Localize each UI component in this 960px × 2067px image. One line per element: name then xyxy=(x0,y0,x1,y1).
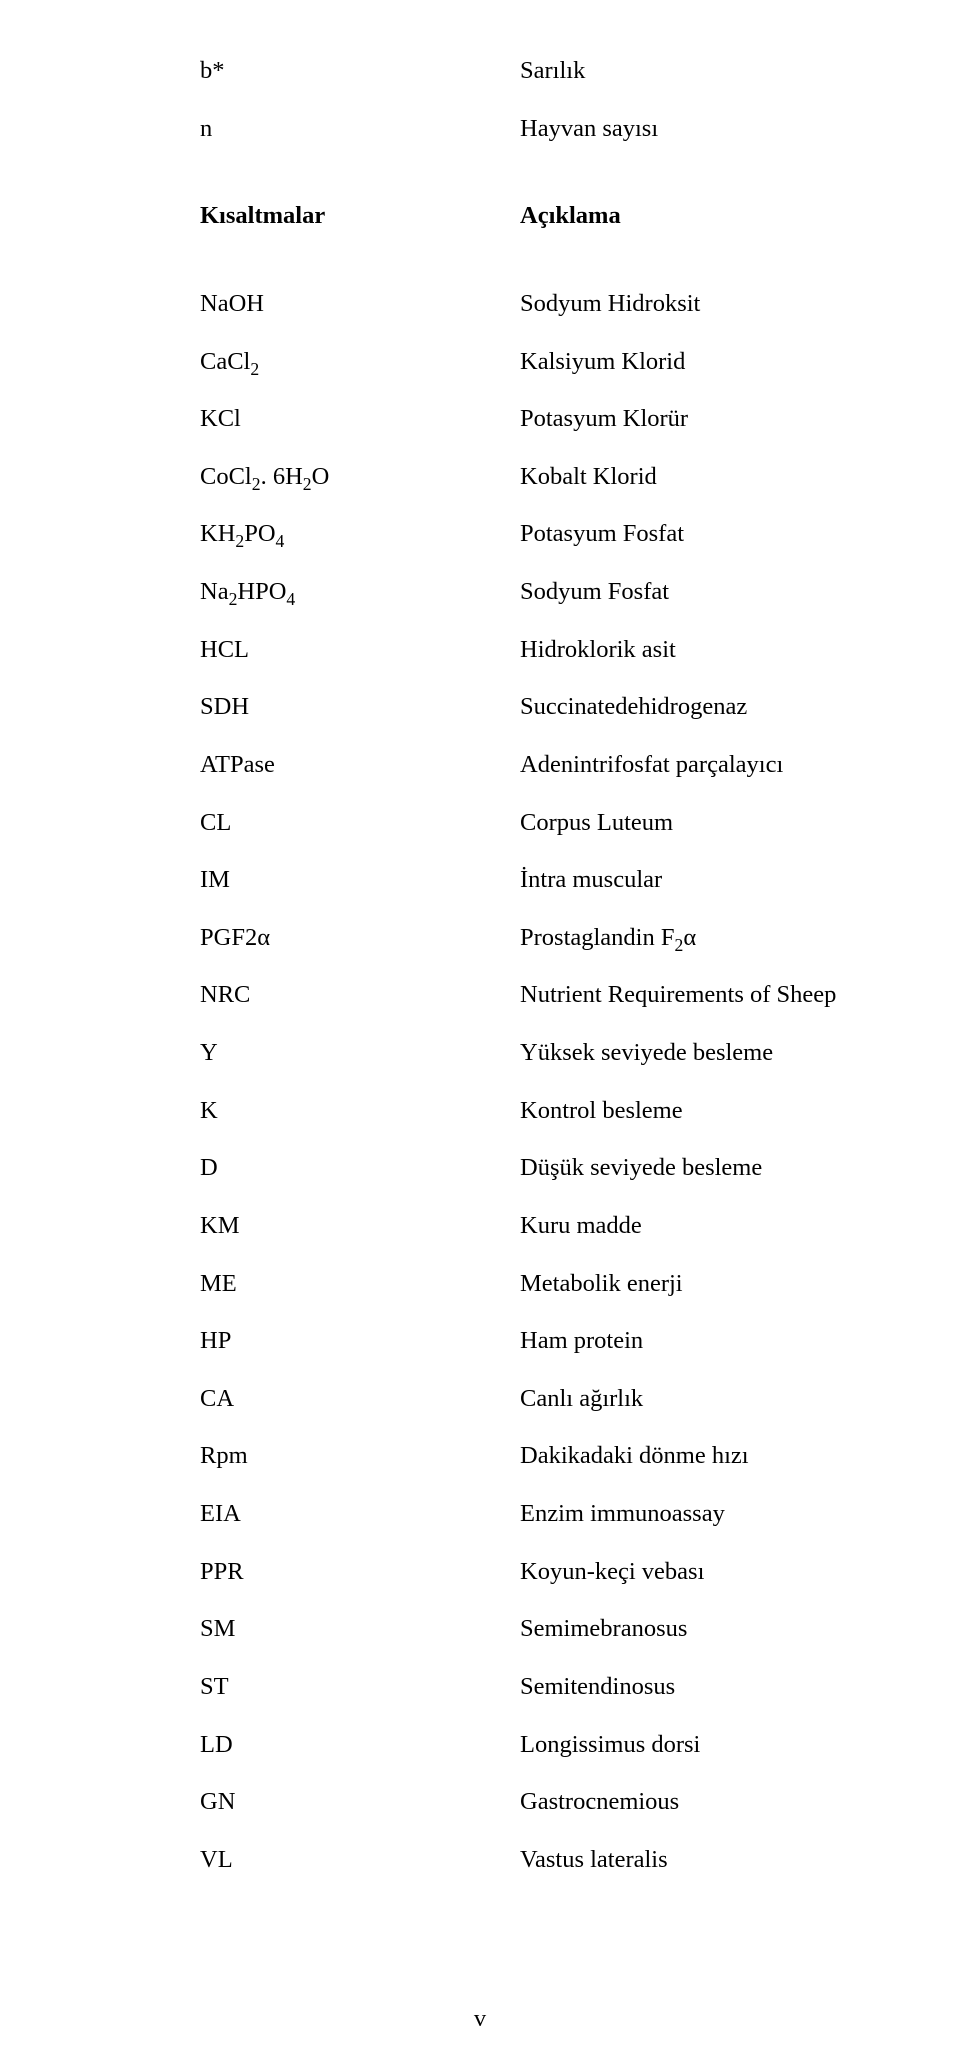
abbr-definition: Düşük seviyede besleme xyxy=(520,1153,832,1184)
abbr-row: NaOHSodyum Hidroksit xyxy=(200,289,832,320)
abbr-definition: Vastus lateralis xyxy=(520,1845,832,1876)
abbr-term: K xyxy=(200,1096,520,1127)
abbr-row: YYüksek seviyede besleme xyxy=(200,1038,832,1069)
abbr-term: PGF2α xyxy=(200,923,520,954)
abbr-definition: Metabolik enerji xyxy=(520,1269,832,1300)
abbr-definition: Longissimus dorsi xyxy=(520,1730,832,1761)
abbr-term: SM xyxy=(200,1614,520,1645)
abbr-row: CACanlı ağırlık xyxy=(200,1384,832,1415)
section-gap xyxy=(200,171,832,201)
abbr-row: SMSemimebranosus xyxy=(200,1614,832,1645)
abbr-row: CaCl2Kalsiyum Klorid xyxy=(200,347,832,378)
abbr-row: RpmDakikadaki dönme hızı xyxy=(200,1441,832,1472)
abbr-term: ATPase xyxy=(200,750,520,781)
abbr-definition: Corpus Luteum xyxy=(520,808,832,839)
abbr-definition: Potasyum Fosfat xyxy=(520,519,832,550)
abbr-definition: Potasyum Klorür xyxy=(520,404,832,435)
abbr-row: ATPaseAdenintrifosfat parçalayıcı xyxy=(200,750,832,781)
header-left: Kısaltmalar xyxy=(200,201,520,232)
abbr-term: CL xyxy=(200,808,520,839)
abbr-definition: İntra muscular xyxy=(520,865,832,896)
abbr-definition: Canlı ağırlık xyxy=(520,1384,832,1415)
abbr-definition: Kobalt Klorid xyxy=(520,462,832,493)
abbr-row: KH2PO4Potasyum Fosfat xyxy=(200,519,832,550)
abbr-definition: Yüksek seviyede besleme xyxy=(520,1038,832,1069)
abbr-definition: Kalsiyum Klorid xyxy=(520,347,832,378)
abbr-row: NRCNutrient Requirements of Sheep xyxy=(200,980,832,1011)
abbr-definition: Semitendinosus xyxy=(520,1672,832,1703)
abbr-definition: Succinatedehidrogenaz xyxy=(520,692,832,723)
abbr-row: IMİntra muscular xyxy=(200,865,832,896)
abbr-row: KKontrol besleme xyxy=(200,1096,832,1127)
top-row-left: n xyxy=(200,114,520,145)
abbr-term: NRC xyxy=(200,980,520,1011)
page-number: v xyxy=(0,2005,960,2033)
abbr-definition: Kontrol besleme xyxy=(520,1096,832,1127)
abbr-definition: Kuru madde xyxy=(520,1211,832,1242)
header-gap xyxy=(200,259,832,289)
abbr-term: LD xyxy=(200,1730,520,1761)
abbr-definition: Hidroklorik asit xyxy=(520,635,832,666)
abbr-row: PPRKoyun-keçi vebası xyxy=(200,1557,832,1588)
abbr-term: PPR xyxy=(200,1557,520,1588)
abbr-term: GN xyxy=(200,1787,520,1818)
abbr-term: KCl xyxy=(200,404,520,435)
top-row-left: b* xyxy=(200,56,520,87)
abbr-row: EIAEnzim immunoassay xyxy=(200,1499,832,1530)
abbr-term: VL xyxy=(200,1845,520,1876)
abbr-definition: Ham protein xyxy=(520,1326,832,1357)
abbr-definition: Dakikadaki dönme hızı xyxy=(520,1441,832,1472)
abbr-term: HCL xyxy=(200,635,520,666)
abbr-term: HP xyxy=(200,1326,520,1357)
abbr-row: DDüşük seviyede besleme xyxy=(200,1153,832,1184)
top-rows: b*SarılıknHayvan sayısı xyxy=(200,56,832,144)
abbr-definition: Koyun-keçi vebası xyxy=(520,1557,832,1588)
header-row: Kısaltmalar Açıklama xyxy=(200,201,832,232)
abbr-definition: Enzim immunoassay xyxy=(520,1499,832,1530)
abbr-row: LDLongissimus dorsi xyxy=(200,1730,832,1761)
abbr-term: KH2PO4 xyxy=(200,519,520,550)
top-row: b*Sarılık xyxy=(200,56,832,87)
abbr-definition: Sodyum Fosfat xyxy=(520,577,832,608)
abbr-term: CaCl2 xyxy=(200,347,520,378)
abbr-definition: Adenintrifosfat parçalayıcı xyxy=(520,750,832,781)
abbr-row: HCLHidroklorik asit xyxy=(200,635,832,666)
abbr-definition: Sodyum Hidroksit xyxy=(520,289,832,320)
abbr-definition: Gastrocnemious xyxy=(520,1787,832,1818)
abbr-term: Rpm xyxy=(200,1441,520,1472)
abbreviation-rows: NaOHSodyum HidroksitCaCl2Kalsiyum Klorid… xyxy=(200,289,832,1876)
abbr-row: GNGastrocnemious xyxy=(200,1787,832,1818)
abbr-row: Na2HPO4Sodyum Fosfat xyxy=(200,577,832,608)
abbr-term: ME xyxy=(200,1269,520,1300)
abbr-row: SDHSuccinatedehidrogenaz xyxy=(200,692,832,723)
abbr-row: HPHam protein xyxy=(200,1326,832,1357)
abbr-definition: Prostaglandin F2α xyxy=(520,923,832,954)
abbr-term: EIA xyxy=(200,1499,520,1530)
abbr-definition: Nutrient Requirements of Sheep xyxy=(520,980,836,1011)
abbr-row: CLCorpus Luteum xyxy=(200,808,832,839)
abbr-row: MEMetabolik enerji xyxy=(200,1269,832,1300)
top-row: nHayvan sayısı xyxy=(200,114,832,145)
abbr-term: CoCl2. 6H2O xyxy=(200,462,520,493)
abbr-term: Na2HPO4 xyxy=(200,577,520,608)
document-page: b*SarılıknHayvan sayısı Kısaltmalar Açık… xyxy=(0,0,960,2067)
abbr-term: D xyxy=(200,1153,520,1184)
abbr-row: CoCl2. 6H2OKobalt Klorid xyxy=(200,462,832,493)
abbr-term: CA xyxy=(200,1384,520,1415)
abbr-term: SDH xyxy=(200,692,520,723)
top-row-right: Hayvan sayısı xyxy=(520,114,832,145)
abbr-row: PGF2αProstaglandin F2α xyxy=(200,923,832,954)
abbr-term: KM xyxy=(200,1211,520,1242)
top-row-right: Sarılık xyxy=(520,56,832,87)
abbr-term: NaOH xyxy=(200,289,520,320)
abbr-row: KMKuru madde xyxy=(200,1211,832,1242)
abbr-row: STSemitendinosus xyxy=(200,1672,832,1703)
header-right: Açıklama xyxy=(520,201,832,232)
abbr-row: KClPotasyum Klorür xyxy=(200,404,832,435)
abbr-term: ST xyxy=(200,1672,520,1703)
abbr-term: Y xyxy=(200,1038,520,1069)
abbr-row: VLVastus lateralis xyxy=(200,1845,832,1876)
abbr-term: IM xyxy=(200,865,520,896)
abbr-definition: Semimebranosus xyxy=(520,1614,832,1645)
